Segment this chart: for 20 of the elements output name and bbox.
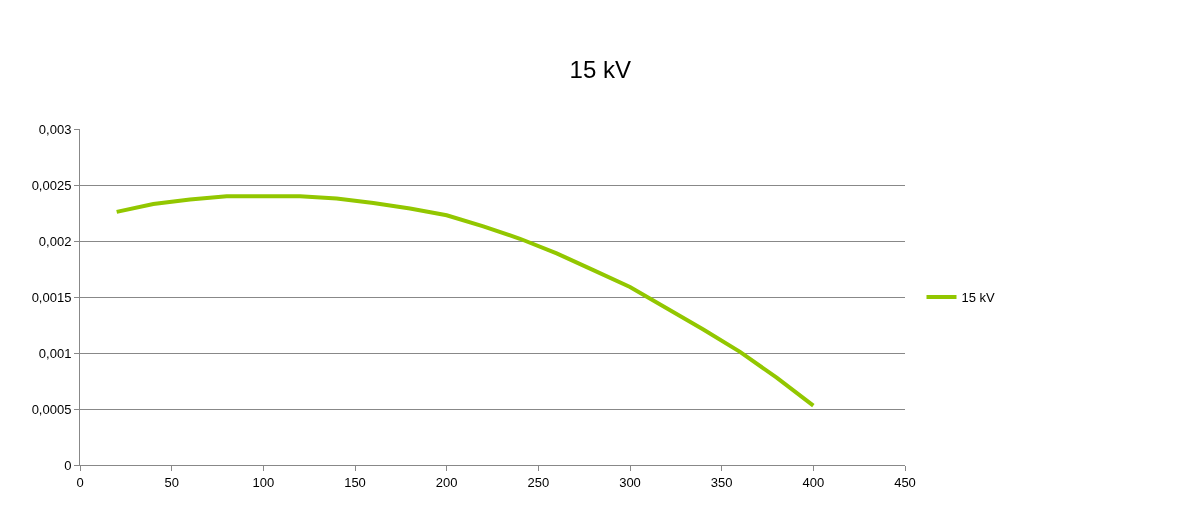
x-tick-label: 350	[710, 474, 733, 490]
y-tick-label: 0,003	[38, 121, 72, 137]
line-series	[114, 194, 816, 408]
y-tick-label: 0,002	[38, 233, 72, 249]
x-tick-label: 450	[894, 474, 916, 490]
y-tick-label: 0,001	[38, 345, 72, 361]
x-tick-label: 300	[619, 474, 641, 490]
y-tick-label: 0,0005	[31, 401, 72, 417]
y-tick-label: 0,0015	[31, 289, 72, 305]
x-tick-label: 100	[252, 474, 275, 490]
chart-title: 15 kV	[569, 56, 631, 83]
x-tick-label: 0	[76, 474, 84, 490]
x-tick-label: 400	[802, 474, 825, 490]
legend-label: 15 kV	[961, 290, 996, 306]
x-tick-label: 200	[435, 474, 458, 490]
x-tick-label: 150	[344, 474, 366, 490]
x-tick-label: 50	[164, 474, 179, 490]
x-tick-label: 250	[527, 474, 550, 490]
y-tick-label: 0	[64, 457, 72, 473]
y-tick-label: 0,0025	[31, 177, 72, 193]
